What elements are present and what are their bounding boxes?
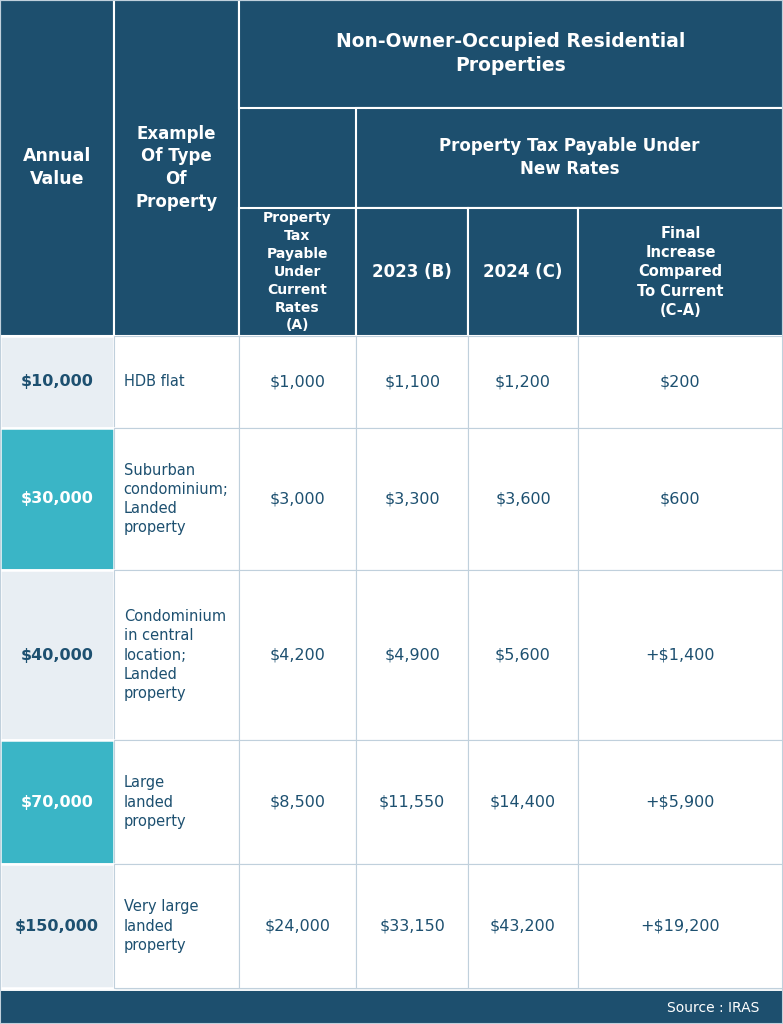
Polygon shape bbox=[239, 864, 356, 988]
Text: $5,600: $5,600 bbox=[495, 647, 551, 663]
Text: $33,150: $33,150 bbox=[379, 919, 446, 934]
Polygon shape bbox=[239, 336, 356, 428]
Text: $24,000: $24,000 bbox=[265, 919, 330, 934]
Text: Source : IRAS: Source : IRAS bbox=[667, 1000, 760, 1015]
Text: +$19,200: +$19,200 bbox=[640, 919, 720, 934]
Text: +$5,900: +$5,900 bbox=[646, 795, 715, 810]
Polygon shape bbox=[468, 208, 578, 336]
Text: 2023 (B): 2023 (B) bbox=[373, 263, 452, 281]
Text: +$1,400: +$1,400 bbox=[646, 647, 715, 663]
Text: Non-Owner-Occupied Residential
Properties: Non-Owner-Occupied Residential Propertie… bbox=[336, 32, 686, 76]
Polygon shape bbox=[0, 336, 114, 428]
Text: 2024 (C): 2024 (C) bbox=[483, 263, 563, 281]
Text: $1,200: $1,200 bbox=[495, 375, 551, 389]
Text: Large
landed
property: Large landed property bbox=[124, 775, 186, 828]
Text: $4,200: $4,200 bbox=[269, 647, 326, 663]
Polygon shape bbox=[468, 570, 578, 740]
Polygon shape bbox=[356, 864, 468, 988]
Text: $4,900: $4,900 bbox=[384, 647, 440, 663]
Polygon shape bbox=[0, 864, 114, 988]
Polygon shape bbox=[356, 740, 468, 864]
Text: Suburban
condominium;
Landed
property: Suburban condominium; Landed property bbox=[124, 463, 229, 536]
Text: $1,000: $1,000 bbox=[269, 375, 326, 389]
Polygon shape bbox=[239, 570, 356, 740]
Polygon shape bbox=[0, 0, 783, 336]
Polygon shape bbox=[239, 428, 356, 570]
Text: $40,000: $40,000 bbox=[20, 647, 93, 663]
Polygon shape bbox=[114, 0, 239, 336]
Text: $70,000: $70,000 bbox=[20, 795, 93, 810]
Polygon shape bbox=[468, 740, 578, 864]
Text: Condominium
in central
location;
Landed
property: Condominium in central location; Landed … bbox=[124, 609, 226, 701]
Text: $14,400: $14,400 bbox=[490, 795, 556, 810]
Polygon shape bbox=[356, 208, 468, 336]
Text: $150,000: $150,000 bbox=[15, 919, 99, 934]
Text: $43,200: $43,200 bbox=[490, 919, 556, 934]
Polygon shape bbox=[114, 336, 239, 428]
Polygon shape bbox=[578, 570, 783, 740]
Text: $3,000: $3,000 bbox=[269, 492, 326, 507]
Text: $8,500: $8,500 bbox=[269, 795, 326, 810]
Polygon shape bbox=[468, 428, 578, 570]
Polygon shape bbox=[356, 108, 783, 208]
Polygon shape bbox=[239, 208, 356, 336]
Polygon shape bbox=[578, 336, 783, 428]
Text: Property Tax Payable Under
New Rates: Property Tax Payable Under New Rates bbox=[439, 137, 700, 178]
Polygon shape bbox=[356, 428, 468, 570]
Text: $200: $200 bbox=[660, 375, 701, 389]
Polygon shape bbox=[0, 570, 114, 740]
Polygon shape bbox=[468, 336, 578, 428]
Text: $30,000: $30,000 bbox=[20, 492, 93, 507]
Polygon shape bbox=[356, 570, 468, 740]
Text: $3,600: $3,600 bbox=[495, 492, 551, 507]
Polygon shape bbox=[578, 208, 783, 336]
Polygon shape bbox=[578, 428, 783, 570]
Polygon shape bbox=[356, 336, 468, 428]
Text: $600: $600 bbox=[660, 492, 701, 507]
Text: HDB flat: HDB flat bbox=[124, 375, 184, 389]
Text: Final
Increase
Compared
To Current
(C-A): Final Increase Compared To Current (C-A) bbox=[637, 226, 723, 317]
Polygon shape bbox=[114, 740, 239, 864]
Polygon shape bbox=[114, 864, 239, 988]
Text: $1,100: $1,100 bbox=[384, 375, 440, 389]
Polygon shape bbox=[468, 864, 578, 988]
Text: $10,000: $10,000 bbox=[20, 375, 93, 389]
Text: Very large
landed
property: Very large landed property bbox=[124, 899, 198, 953]
Polygon shape bbox=[578, 864, 783, 988]
Polygon shape bbox=[0, 740, 114, 864]
Polygon shape bbox=[578, 740, 783, 864]
Polygon shape bbox=[239, 0, 783, 108]
Polygon shape bbox=[0, 428, 114, 570]
Polygon shape bbox=[0, 0, 114, 336]
Polygon shape bbox=[114, 428, 239, 570]
Polygon shape bbox=[0, 991, 783, 1024]
Text: $3,300: $3,300 bbox=[384, 492, 440, 507]
Polygon shape bbox=[114, 570, 239, 740]
Text: $11,550: $11,550 bbox=[379, 795, 446, 810]
Text: Example
Of Type
Of
Property: Example Of Type Of Property bbox=[135, 125, 218, 211]
Text: Property
Tax
Payable
Under
Current
Rates
(A): Property Tax Payable Under Current Rates… bbox=[263, 211, 332, 333]
Polygon shape bbox=[239, 740, 356, 864]
Text: Annual
Value: Annual Value bbox=[23, 147, 91, 188]
